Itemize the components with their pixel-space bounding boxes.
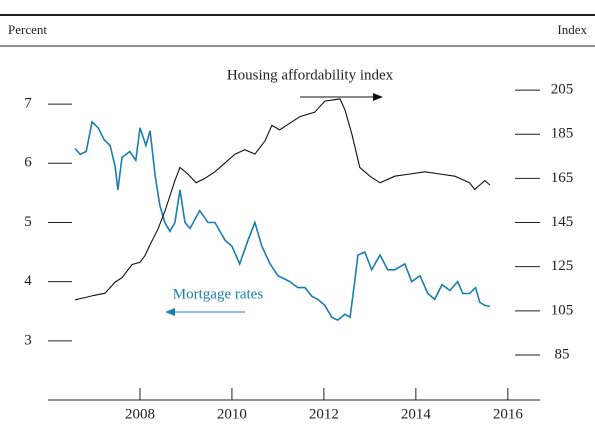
series-line [74,120,491,322]
x-tick-label: 2016 [493,406,524,422]
y-tick-label: 3 [24,332,32,348]
annotation: Housing affordability index [227,67,394,83]
y2-tick-label: 125 [551,258,574,274]
y2-tick-label: 85 [555,346,570,362]
y2-tick-label: 205 [551,82,574,98]
x-tick-label: 2008 [125,406,155,422]
y2-tick-label: 165 [551,170,574,186]
y-tick-label: 5 [24,214,32,230]
x-tick-label: 2010 [217,406,247,422]
y2-tick-label: 145 [551,214,574,230]
right-axis-label: Index [557,22,587,37]
left-axis-label: Percent [8,22,47,37]
annotation: Mortgage rates [173,286,264,302]
y2-tick-label: 185 [551,126,574,142]
x-tick-label: 2012 [309,406,339,422]
y-tick-label: 6 [24,155,32,171]
y-tick-label: 4 [24,273,32,289]
y2-tick-label: 105 [551,302,574,318]
y-tick-label: 7 [24,96,32,112]
series-line [74,98,491,301]
x-tick-label: 2014 [401,406,432,422]
